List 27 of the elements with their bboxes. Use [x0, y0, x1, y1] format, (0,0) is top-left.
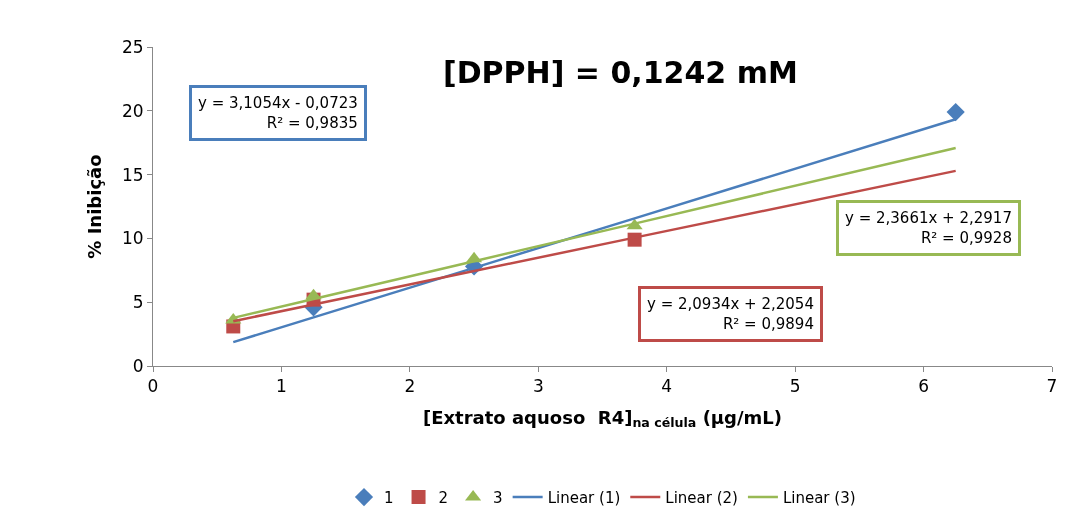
legend-label: Linear (2): [665, 488, 738, 507]
y-tick-label: 20: [121, 100, 144, 121]
x-axis-title: [Extrato aquoso R4]$_{na célula}$ (µg/mL): [422, 406, 783, 431]
x-tick-label: 2: [404, 376, 416, 397]
x-tick-label: 6: [918, 376, 929, 397]
x-tick-label: 4: [661, 376, 673, 397]
chart-title: [DPPH] = 0,1242 mM: [443, 55, 798, 90]
y-tick-label: 15: [121, 164, 144, 185]
y-tick-label: 10: [121, 228, 144, 249]
annotation: y = 2,3661x + 2,2917 R² = 0,9928: [845, 209, 1012, 247]
x-tick-label: 3: [532, 376, 544, 397]
annotation: y = 2,0934x + 2,2054 R² = 0,9894: [647, 295, 814, 333]
x-tick-label: 5: [789, 376, 801, 397]
point: [946, 102, 965, 122]
legend-label: 1: [384, 488, 394, 507]
x-tick-label: 0: [147, 376, 159, 397]
y-tick-label: 0: [132, 355, 144, 376]
legend-label: 2: [438, 488, 449, 507]
legend-label: Linear (3): [782, 488, 856, 507]
legend-label: Linear (1): [547, 488, 621, 507]
annotation: y = 3,1054x - 0,0723 R² = 0,9835: [198, 94, 358, 132]
x-tick-label: 1: [276, 376, 287, 397]
y-axis-title: % Inibição: [84, 154, 106, 259]
y-tick-label: 5: [132, 292, 144, 313]
y-tick-label: 25: [121, 36, 144, 57]
x-tick-label: 7: [1046, 376, 1058, 397]
legend-label: 3: [493, 488, 503, 507]
